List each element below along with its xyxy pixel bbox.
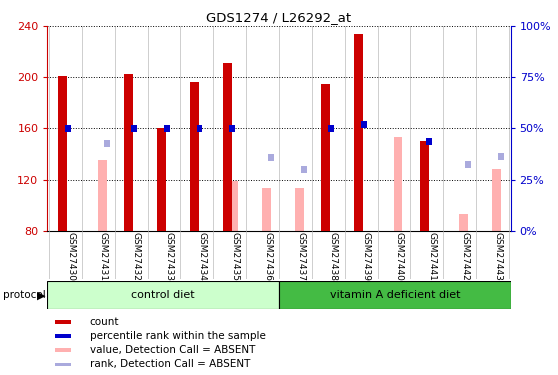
Bar bbox=[459, 214, 468, 231]
Text: GSM27441: GSM27441 bbox=[427, 232, 436, 280]
Bar bbox=[55, 348, 71, 352]
Text: rank, Detection Call = ABSENT: rank, Detection Call = ABSENT bbox=[90, 359, 250, 369]
Bar bbox=[465, 161, 471, 168]
Bar bbox=[55, 320, 71, 324]
Bar bbox=[124, 74, 133, 231]
Text: GSM27440: GSM27440 bbox=[395, 232, 403, 280]
Bar bbox=[328, 125, 334, 132]
Text: GSM27435: GSM27435 bbox=[230, 232, 239, 280]
Text: value, Detection Call = ABSENT: value, Detection Call = ABSENT bbox=[90, 345, 255, 355]
Text: GDS1274 / L26292_at: GDS1274 / L26292_at bbox=[206, 11, 352, 24]
Text: ▶: ▶ bbox=[36, 290, 45, 300]
Bar bbox=[163, 125, 170, 132]
Bar bbox=[354, 34, 363, 231]
Bar bbox=[65, 125, 71, 132]
Bar bbox=[98, 160, 107, 231]
Bar bbox=[361, 121, 367, 128]
Bar bbox=[498, 153, 504, 160]
Bar bbox=[492, 170, 501, 231]
Text: protocol: protocol bbox=[3, 290, 46, 300]
Text: GSM27430: GSM27430 bbox=[66, 232, 75, 280]
Text: GSM27442: GSM27442 bbox=[460, 232, 469, 280]
Bar bbox=[104, 140, 109, 147]
Bar bbox=[58, 76, 68, 231]
Bar bbox=[301, 166, 306, 173]
Bar bbox=[47, 281, 279, 309]
Bar bbox=[279, 281, 511, 309]
Bar bbox=[321, 84, 330, 231]
Text: GSM27438: GSM27438 bbox=[329, 232, 338, 280]
Bar bbox=[295, 189, 304, 231]
Text: percentile rank within the sample: percentile rank within the sample bbox=[90, 331, 266, 341]
Text: count: count bbox=[90, 317, 119, 327]
Text: GSM27443: GSM27443 bbox=[493, 232, 502, 280]
Bar bbox=[157, 128, 166, 231]
Bar bbox=[223, 63, 232, 231]
Text: GSM27436: GSM27436 bbox=[263, 232, 272, 280]
Bar bbox=[262, 189, 271, 231]
Bar bbox=[55, 334, 71, 338]
Bar bbox=[426, 138, 432, 145]
Text: GSM27439: GSM27439 bbox=[362, 232, 371, 280]
Text: vitamin A deficient diet: vitamin A deficient diet bbox=[330, 290, 460, 300]
Bar bbox=[196, 125, 203, 132]
Bar bbox=[229, 125, 235, 132]
Text: control diet: control diet bbox=[131, 290, 195, 300]
Bar bbox=[268, 154, 274, 161]
Bar bbox=[131, 125, 137, 132]
Bar bbox=[55, 363, 71, 366]
Text: GSM27431: GSM27431 bbox=[99, 232, 108, 280]
Text: GSM27432: GSM27432 bbox=[132, 232, 141, 280]
Bar bbox=[229, 181, 238, 231]
Bar bbox=[190, 82, 199, 231]
Bar bbox=[393, 137, 402, 231]
Text: GSM27433: GSM27433 bbox=[165, 232, 174, 280]
Text: GSM27434: GSM27434 bbox=[198, 232, 206, 280]
Text: GSM27437: GSM27437 bbox=[296, 232, 305, 280]
Bar bbox=[420, 141, 429, 231]
